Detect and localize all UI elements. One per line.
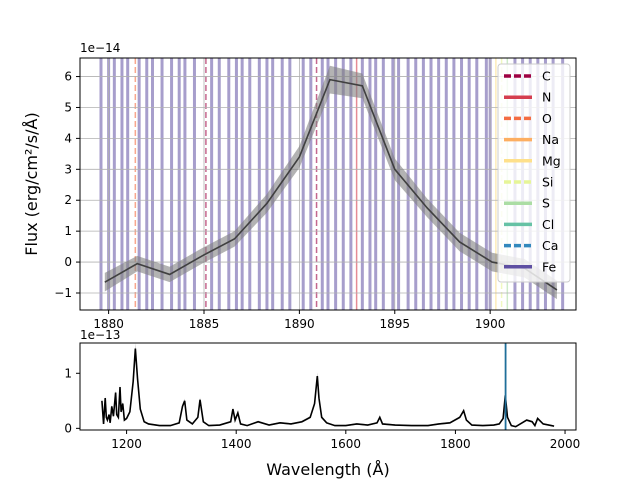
flux-error-band (104, 65, 557, 300)
x-tick-label: 1890 (284, 317, 315, 331)
y-tick-label: 2 (64, 193, 72, 207)
legend-label-c: C (542, 69, 551, 84)
spectrum-error-band (101, 343, 555, 428)
legend-label-s: S (542, 196, 550, 211)
x-tick-label: 1900 (475, 317, 506, 331)
y-tick-label: 5 (64, 100, 72, 114)
x-tick-label: 1895 (379, 317, 410, 331)
top-y-exponent: 1e−14 (80, 41, 120, 55)
y-tick-label: 0 (64, 255, 72, 269)
x-tick-label: 1600 (331, 437, 362, 451)
legend: CNO Na Mg Si S Cl Ca Fe (497, 63, 571, 283)
legend-label-n: N (542, 90, 551, 105)
y-tick-label: 1 (64, 224, 72, 238)
x-tick-label: 1880 (93, 317, 124, 331)
bottom-panel: 1200 1400 1600 1800 2000 0 1 1e−13 Wavelength … (64, 328, 580, 479)
y-tick-label: −1 (54, 286, 72, 300)
x-tick-label: 1885 (189, 317, 220, 331)
x-tick-label: 1400 (221, 437, 252, 451)
legend-label-mg: Mg (542, 153, 561, 168)
top-axes-frame (79, 57, 577, 311)
top-y-axis-label: Flux (erg/cm²/s/Å) (22, 112, 41, 255)
y-tick-label: 0 (64, 421, 72, 435)
bottom-y-exponent: 1e−13 (80, 328, 120, 342)
bottom-x-axis-label: Wavelength (Å) (266, 460, 389, 479)
legend-label-ca: Ca (542, 238, 558, 253)
legend-label-fe: Fe (542, 259, 557, 274)
y-tick-label: 1 (64, 366, 72, 380)
top-panel: 1880 1885 1890 1895 1900 −1 0 1 2 3 4 5 6 1e−14 Flux… (22, 41, 577, 331)
x-tick-label: 1200 (111, 437, 142, 451)
legend-label-o: O (542, 111, 552, 126)
legend-label-si: Si (542, 175, 553, 190)
y-tick-label: 6 (64, 70, 72, 84)
x-tick-label: 1800 (440, 437, 471, 451)
y-tick-label: 4 (64, 131, 72, 145)
spectrum-line (101, 348, 555, 428)
flux-line (104, 78, 558, 291)
bottom-axes-frame (79, 342, 577, 431)
legend-label-cl: Cl (542, 217, 554, 232)
x-tick-label: 2000 (550, 437, 581, 451)
y-tick-label: 3 (64, 162, 72, 176)
legend-label-na: Na (542, 132, 559, 147)
